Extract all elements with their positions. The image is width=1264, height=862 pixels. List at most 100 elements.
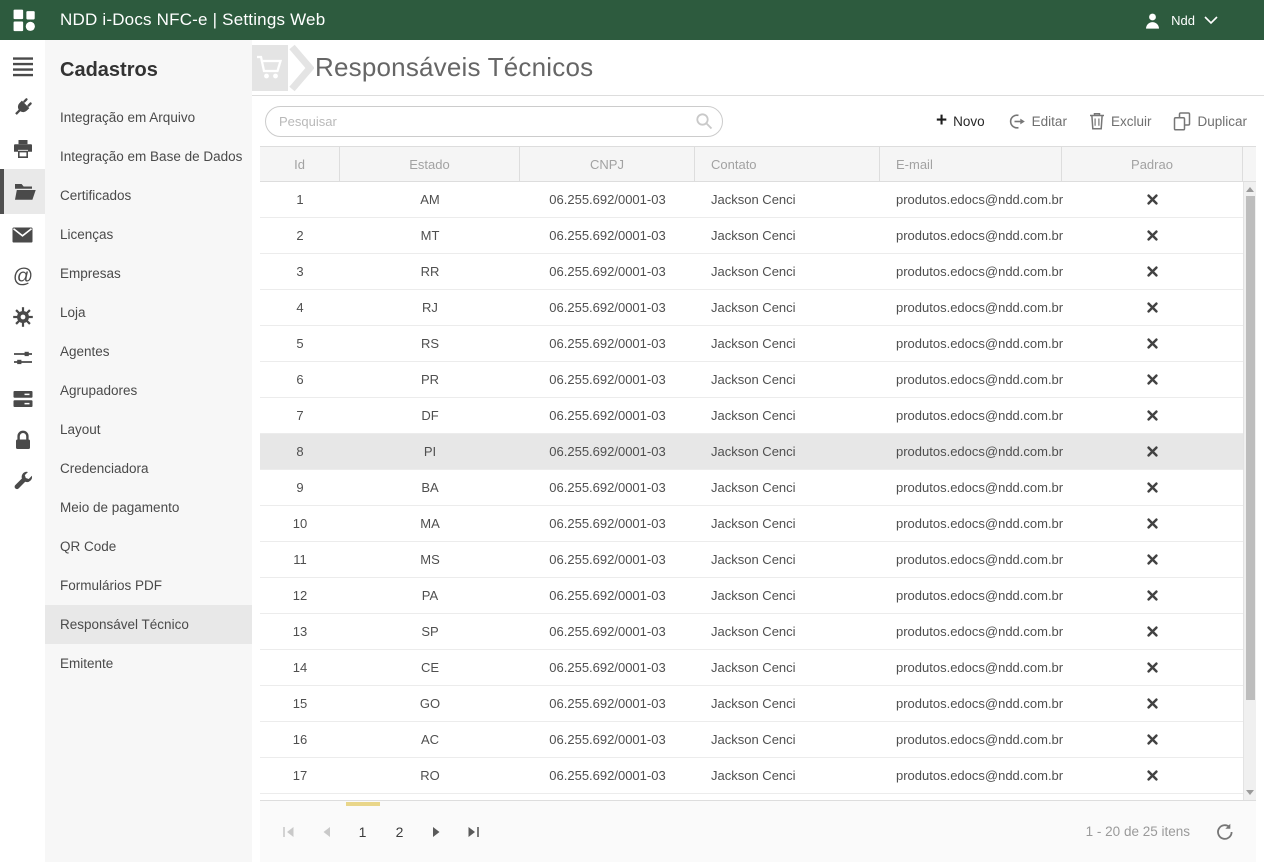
rail-item-plug[interactable]: [0, 87, 45, 128]
table-row[interactable]: 16 AC 06.255.692/0001-03 Jackson Cenci produ…: [260, 722, 1243, 758]
table-row[interactable]: 12 PA 06.255.692/0001-03 Jackson Cenci produ…: [260, 578, 1243, 614]
column-header-contato[interactable]: Contato: [695, 147, 880, 181]
page-1-button[interactable]: 1: [345, 801, 380, 846]
sidebar-item-responsavel-tecnico[interactable]: Responsável Técnico: [45, 605, 252, 644]
rail-item-menu[interactable]: [0, 46, 45, 87]
rail-item-gear[interactable]: [0, 296, 45, 337]
excluir-button[interactable]: Excluir: [1089, 112, 1151, 130]
column-header-id[interactable]: Id: [260, 147, 340, 181]
table-row[interactable]: 17 RO 06.255.692/0001-03 Jackson Cenci produ…: [260, 758, 1243, 794]
cell-estado: AM: [420, 192, 440, 207]
sidebar-item-integracao-em-arquivo[interactable]: Integração em Arquivo: [60, 110, 196, 125]
cell-cnpj: 06.255.692/0001-03: [549, 336, 666, 351]
cell-email: produtos.edocs@ndd.com.br: [896, 228, 1064, 243]
table-row[interactable]: 15 GO 06.255.692/0001-03 Jackson Cenci produ…: [260, 686, 1243, 722]
user-icon: [1143, 11, 1162, 30]
sidebar-item-meio-de-pagamento[interactable]: Meio de pagamento: [60, 500, 180, 515]
scroll-down-icon[interactable]: [1246, 790, 1254, 795]
rail-item-folder-open[interactable]: [0, 169, 45, 214]
scrollbar-thumb[interactable]: [1245, 196, 1255, 700]
table-row[interactable]: 6 PR 06.255.692/0001-03 Jackson Cenci produt…: [260, 362, 1243, 398]
table-row[interactable]: 2 MT 06.255.692/0001-03 Jackson Cenci produt…: [260, 218, 1243, 254]
sidebar-item-layout[interactable]: Layout: [60, 422, 101, 437]
column-header-estado[interactable]: Estado: [340, 147, 520, 181]
user-menu[interactable]: Ndd: [1143, 11, 1264, 30]
sidebar-item-empresas[interactable]: Empresas: [60, 266, 121, 281]
cell-cnpj: 06.255.692/0001-03: [549, 372, 666, 387]
next-page-button[interactable]: [424, 818, 450, 846]
sidebar-item-loja[interactable]: Loja: [60, 305, 86, 320]
rail-item-sliders[interactable]: [0, 337, 45, 378]
cell-padrao: [1062, 722, 1243, 757]
not-default-x-icon: [1147, 554, 1158, 565]
cell-padrao: [1062, 398, 1243, 433]
table-row[interactable]: 10 MA 06.255.692/0001-03 Jackson Cenci produ…: [260, 506, 1243, 542]
cell-contato: Jackson Cenci: [711, 336, 796, 351]
toolbar: + Novo Editar Excluir: [252, 96, 1264, 146]
sidebar-item-agentes[interactable]: Agentes: [60, 344, 110, 359]
rail-item-at-sign[interactable]: @: [0, 255, 45, 296]
not-default-x-icon: [1147, 734, 1158, 745]
table-row[interactable]: 8 PI 06.255.692/0001-03 Jackson Cenci produt…: [260, 434, 1243, 470]
cell-contato: Jackson Cenci: [711, 480, 796, 495]
search-input[interactable]: [265, 105, 723, 137]
editar-label: Editar: [1031, 113, 1067, 129]
rail-item-printer[interactable]: [0, 128, 45, 169]
chevron-down-icon: [1204, 15, 1218, 25]
vertical-scrollbar[interactable]: [1243, 182, 1256, 800]
cell-cnpj: 06.255.692/0001-03: [549, 480, 666, 495]
sidebar-item-agrupadores[interactable]: Agrupadores: [60, 383, 138, 398]
column-header-e-mail[interactable]: E-mail: [880, 147, 1062, 181]
table-row[interactable]: 4 RJ 06.255.692/0001-03 Jackson Cenci produt…: [260, 290, 1243, 326]
server-icon: [13, 390, 33, 408]
app-grid-icon[interactable]: [11, 7, 37, 33]
first-page-button[interactable]: [276, 818, 302, 846]
cell-contato: Jackson Cenci: [711, 768, 796, 783]
column-header-cnpj[interactable]: CNPJ: [520, 147, 695, 181]
sidebar-item-emitente[interactable]: Emitente: [60, 656, 114, 671]
sidebar-item-certificados[interactable]: Certificados: [60, 188, 132, 203]
cell-estado: MS: [420, 552, 440, 567]
rail-item-envelope[interactable]: [0, 214, 45, 255]
prev-page-button[interactable]: [313, 818, 339, 846]
not-default-x-icon: [1147, 482, 1158, 493]
not-default-x-icon: [1147, 698, 1158, 709]
table-row[interactable]: 9 BA 06.255.692/0001-03 Jackson Cenci produt…: [260, 470, 1243, 506]
not-default-x-icon: [1147, 338, 1158, 349]
table-row[interactable]: 7 DF 06.255.692/0001-03 Jackson Cenci produt…: [260, 398, 1243, 434]
cell-padrao: [1062, 650, 1243, 685]
cell-contato: Jackson Cenci: [711, 516, 796, 531]
cell-email: produtos.edocs@ndd.com.br: [896, 408, 1064, 423]
not-default-x-icon: [1147, 518, 1158, 529]
cell-estado: RJ: [422, 300, 438, 315]
plus-icon: +: [936, 110, 948, 131]
duplicar-button[interactable]: Duplicar: [1173, 111, 1247, 131]
cell-email: produtos.edocs@ndd.com.br: [896, 696, 1064, 711]
cell-cnpj: 06.255.692/0001-03: [549, 444, 666, 459]
rail-item-lock[interactable]: [0, 419, 45, 460]
page-2-button[interactable]: 2: [387, 818, 413, 846]
last-page-button[interactable]: [461, 818, 487, 846]
editar-button[interactable]: Editar: [1007, 112, 1067, 131]
scroll-up-icon[interactable]: [1246, 187, 1254, 192]
table-row[interactable]: 13 SP 06.255.692/0001-03 Jackson Cenci produ…: [260, 614, 1243, 650]
sidebar-item-licencas[interactable]: Licenças: [60, 227, 114, 242]
table-row[interactable]: 3 RR 06.255.692/0001-03 Jackson Cenci produt…: [260, 254, 1243, 290]
cell-contato: Jackson Cenci: [711, 300, 796, 315]
at-sign-icon: @: [12, 265, 34, 287]
sidebar-item-credenciadora[interactable]: Credenciadora: [60, 461, 149, 476]
table-row[interactable]: 1 AM 06.255.692/0001-03 Jackson Cenci produt…: [260, 182, 1243, 218]
table-row[interactable]: 5 RS 06.255.692/0001-03 Jackson Cenci produt…: [260, 326, 1243, 362]
table-row[interactable]: 14 CE 06.255.692/0001-03 Jackson Cenci produ…: [260, 650, 1243, 686]
rail-item-wrench[interactable]: [0, 460, 45, 501]
table-row[interactable]: 11 MS 06.255.692/0001-03 Jackson Cenci produ…: [260, 542, 1243, 578]
sidebar-item-formularios-pdf[interactable]: Formulários PDF: [60, 578, 163, 593]
search-icon[interactable]: [695, 112, 713, 135]
column-header-padrao[interactable]: Padrao: [1062, 147, 1243, 181]
sidebar-item-integracao-em-base-de-dados[interactable]: Integração em Base de Dados: [60, 149, 243, 164]
rail-item-server[interactable]: [0, 378, 45, 419]
not-default-x-icon: [1147, 302, 1158, 313]
novo-button[interactable]: + Novo: [936, 110, 985, 131]
refresh-icon[interactable]: [1216, 823, 1234, 841]
sidebar-item-qr-code[interactable]: QR Code: [60, 539, 117, 554]
